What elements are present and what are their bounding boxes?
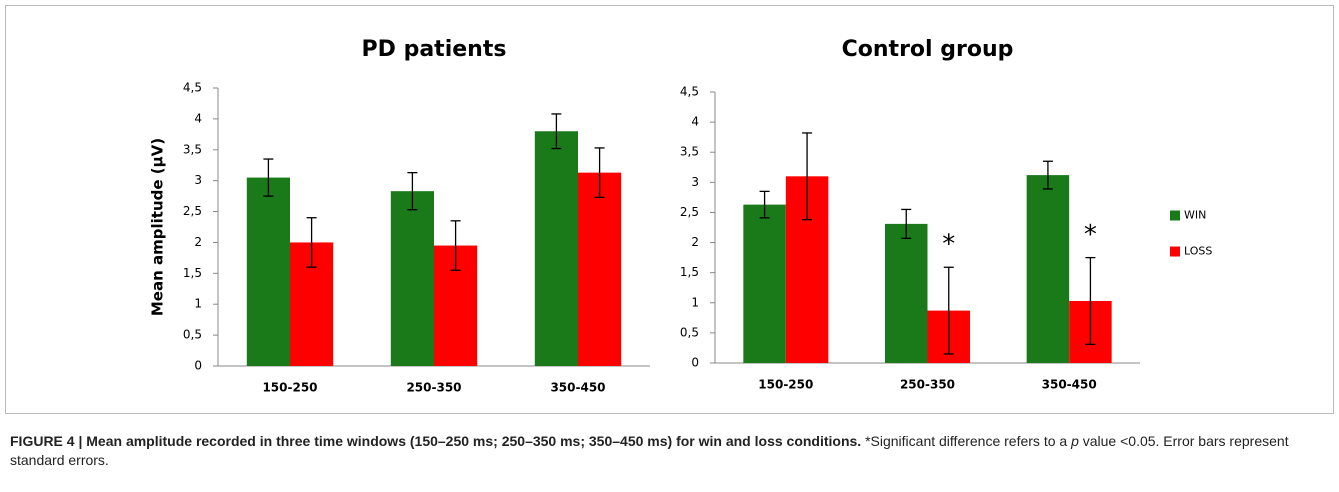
y-tick-label: 2 <box>194 235 202 249</box>
bar <box>534 131 578 366</box>
y-tick-label: 2 <box>691 235 699 249</box>
frame <box>5 5 1334 414</box>
y-tick-label: 2,5 <box>183 204 202 218</box>
x-tick-label: 350-450 <box>550 381 605 395</box>
y-tick-label: 1 <box>691 295 699 309</box>
y-tick-label: 1 <box>194 297 202 311</box>
y-tick-label: 3 <box>691 175 699 189</box>
x-tick-label: 150-250 <box>758 378 813 392</box>
y-tick-label: 0,5 <box>183 328 202 342</box>
y-tick-label: 1,5 <box>680 265 699 279</box>
caption-italic: p <box>1071 433 1079 449</box>
y-tick-label: 3 <box>194 173 202 187</box>
y-axis-label: Mean amplitude (µV) <box>149 138 167 316</box>
legend-label: WIN <box>1184 209 1206 222</box>
bar <box>390 191 434 366</box>
legend-swatch <box>1170 210 1180 221</box>
legend-label: LOSS <box>1184 245 1212 258</box>
y-tick-label: 0 <box>691 356 699 370</box>
caption-text: value <0.05. Error bars represent standa… <box>10 433 1289 468</box>
annotation: * <box>1084 220 1097 250</box>
bar <box>743 204 786 363</box>
x-tick-label: 250-350 <box>900 378 955 392</box>
y-tick-label: 4,5 <box>680 85 699 99</box>
annotation: * <box>942 230 955 260</box>
caption: FIGURE 4 | Mean amplitude recorded in th… <box>10 432 1310 470</box>
y-tick-label: 4 <box>194 111 202 125</box>
bar <box>578 172 622 366</box>
y-tick-label: 2,5 <box>680 205 699 219</box>
bar <box>1026 175 1070 363</box>
y-tick-label: 0 <box>194 359 202 373</box>
x-tick-label: 350-450 <box>1042 378 1097 392</box>
y-tick-label: 4,5 <box>183 81 202 95</box>
bar <box>246 177 290 366</box>
chart-title: PD patients <box>362 37 507 62</box>
y-tick-label: 1,5 <box>183 266 202 280</box>
y-tick-label: 3,5 <box>680 145 699 159</box>
figure: PD patients Mean amplitude (µV) 0 0,5 1 1,5 2 2… <box>5 5 1334 414</box>
x-tick-label: 250-350 <box>406 381 461 395</box>
caption-text: *Significant difference refers to a <box>861 433 1072 449</box>
y-tick-label: 0,5 <box>680 325 699 339</box>
chart-title: Control group <box>842 37 1014 62</box>
legend-swatch <box>1170 246 1180 257</box>
caption-bold: FIGURE 4 | Mean amplitude recorded in th… <box>10 433 862 449</box>
x-tick-label: 150-250 <box>262 381 317 395</box>
y-tick-label: 3,5 <box>183 142 202 156</box>
y-tick-label: 4 <box>691 115 699 129</box>
bar <box>885 223 928 363</box>
